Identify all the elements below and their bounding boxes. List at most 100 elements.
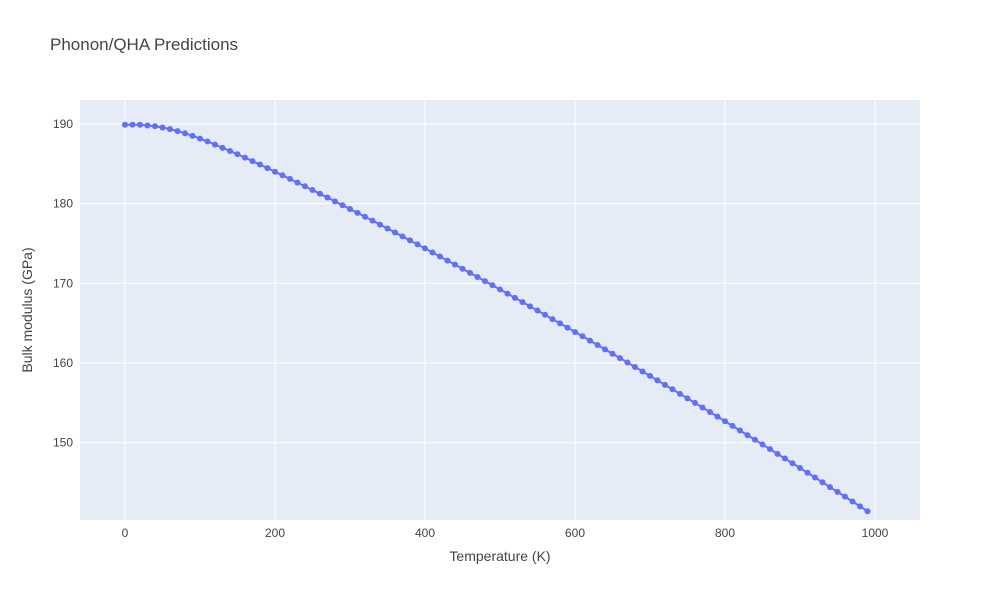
data-point[interactable]: [707, 409, 713, 416]
data-point[interactable]: [654, 377, 661, 384]
data-point[interactable]: [174, 128, 181, 135]
data-point[interactable]: [362, 213, 368, 220]
data-point[interactable]: [714, 413, 721, 420]
data-point[interactable]: [347, 206, 353, 213]
data-point[interactable]: [602, 346, 608, 353]
data-point[interactable]: [384, 225, 391, 232]
data-point[interactable]: [287, 175, 293, 182]
data-point[interactable]: [122, 121, 128, 128]
data-point[interactable]: [857, 503, 863, 510]
data-point[interactable]: [437, 253, 443, 260]
data-point[interactable]: [549, 316, 556, 323]
data-point[interactable]: [279, 172, 286, 179]
data-point[interactable]: [519, 299, 526, 306]
data-point[interactable]: [137, 121, 143, 128]
data-point[interactable]: [489, 282, 496, 289]
data-point[interactable]: [339, 202, 346, 209]
data-point[interactable]: [594, 341, 601, 348]
data-point[interactable]: [129, 121, 136, 128]
data-point[interactable]: [249, 158, 256, 165]
data-point[interactable]: [617, 355, 623, 362]
data-point[interactable]: [429, 249, 436, 256]
data-point[interactable]: [459, 265, 466, 272]
data-point[interactable]: [377, 221, 383, 228]
data-point[interactable]: [152, 123, 158, 130]
data-point[interactable]: [684, 395, 691, 402]
data-point[interactable]: [167, 126, 173, 133]
data-point[interactable]: [789, 460, 796, 467]
data-point[interactable]: [744, 432, 751, 439]
data-point[interactable]: [722, 418, 728, 425]
data-point[interactable]: [482, 278, 488, 285]
data-point[interactable]: [332, 198, 338, 205]
data-point[interactable]: [234, 151, 241, 158]
data-point[interactable]: [197, 135, 203, 142]
data-point[interactable]: [144, 122, 151, 129]
data-point[interactable]: [572, 329, 578, 335]
data-point[interactable]: [219, 144, 226, 151]
data-point[interactable]: [294, 179, 301, 186]
data-point[interactable]: [369, 217, 376, 224]
data-point[interactable]: [557, 320, 563, 327]
data-point[interactable]: [842, 493, 848, 500]
data-point[interactable]: [309, 187, 316, 194]
data-point[interactable]: [774, 450, 781, 457]
data-point[interactable]: [414, 241, 421, 248]
data-point[interactable]: [669, 386, 676, 393]
data-point[interactable]: [864, 508, 871, 515]
data-point[interactable]: [272, 168, 278, 175]
data-point[interactable]: [242, 154, 248, 161]
data-point[interactable]: [737, 427, 743, 434]
data-point[interactable]: [212, 141, 218, 148]
data-point[interactable]: [819, 479, 826, 486]
data-point[interactable]: [632, 363, 638, 370]
data-point[interactable]: [729, 422, 736, 429]
data-point[interactable]: [189, 132, 196, 139]
data-point[interactable]: [827, 484, 833, 491]
data-point[interactable]: [624, 359, 631, 366]
data-point[interactable]: [497, 286, 503, 293]
data-point[interactable]: [527, 303, 533, 310]
data-point[interactable]: [699, 404, 706, 411]
data-point[interactable]: [399, 233, 406, 240]
data-point[interactable]: [647, 372, 653, 379]
data-point[interactable]: [444, 257, 451, 264]
data-point[interactable]: [812, 474, 818, 481]
data-point[interactable]: [677, 390, 683, 397]
data-point[interactable]: [452, 261, 458, 268]
data-point[interactable]: [849, 498, 856, 505]
data-point[interactable]: [834, 488, 841, 495]
data-point[interactable]: [692, 399, 698, 406]
data-point[interactable]: [579, 333, 586, 340]
data-point[interactable]: [512, 294, 518, 301]
data-point[interactable]: [392, 229, 398, 236]
data-point[interactable]: [804, 469, 811, 476]
data-point[interactable]: [564, 324, 571, 331]
data-point[interactable]: [407, 237, 413, 244]
data-point[interactable]: [609, 350, 616, 357]
data-point[interactable]: [759, 441, 766, 448]
data-point[interactable]: [474, 274, 481, 281]
data-point[interactable]: [257, 161, 263, 168]
data-point[interactable]: [227, 148, 233, 155]
data-point[interactable]: [324, 194, 331, 201]
data-point[interactable]: [354, 209, 361, 216]
data-point[interactable]: [182, 130, 188, 137]
data-point[interactable]: [264, 165, 271, 172]
data-point[interactable]: [504, 290, 511, 297]
data-point[interactable]: [317, 190, 323, 197]
data-point[interactable]: [159, 124, 166, 131]
data-point[interactable]: [422, 245, 428, 252]
data-point[interactable]: [767, 446, 773, 453]
data-point[interactable]: [782, 455, 788, 462]
data-point[interactable]: [752, 436, 758, 443]
data-point[interactable]: [662, 381, 668, 388]
data-point[interactable]: [467, 269, 473, 276]
data-point[interactable]: [587, 337, 593, 344]
data-point[interactable]: [204, 138, 211, 145]
data-point[interactable]: [534, 307, 541, 314]
data-point[interactable]: [797, 464, 803, 471]
data-point[interactable]: [542, 311, 548, 318]
data-point[interactable]: [639, 368, 646, 375]
data-point[interactable]: [302, 183, 308, 190]
